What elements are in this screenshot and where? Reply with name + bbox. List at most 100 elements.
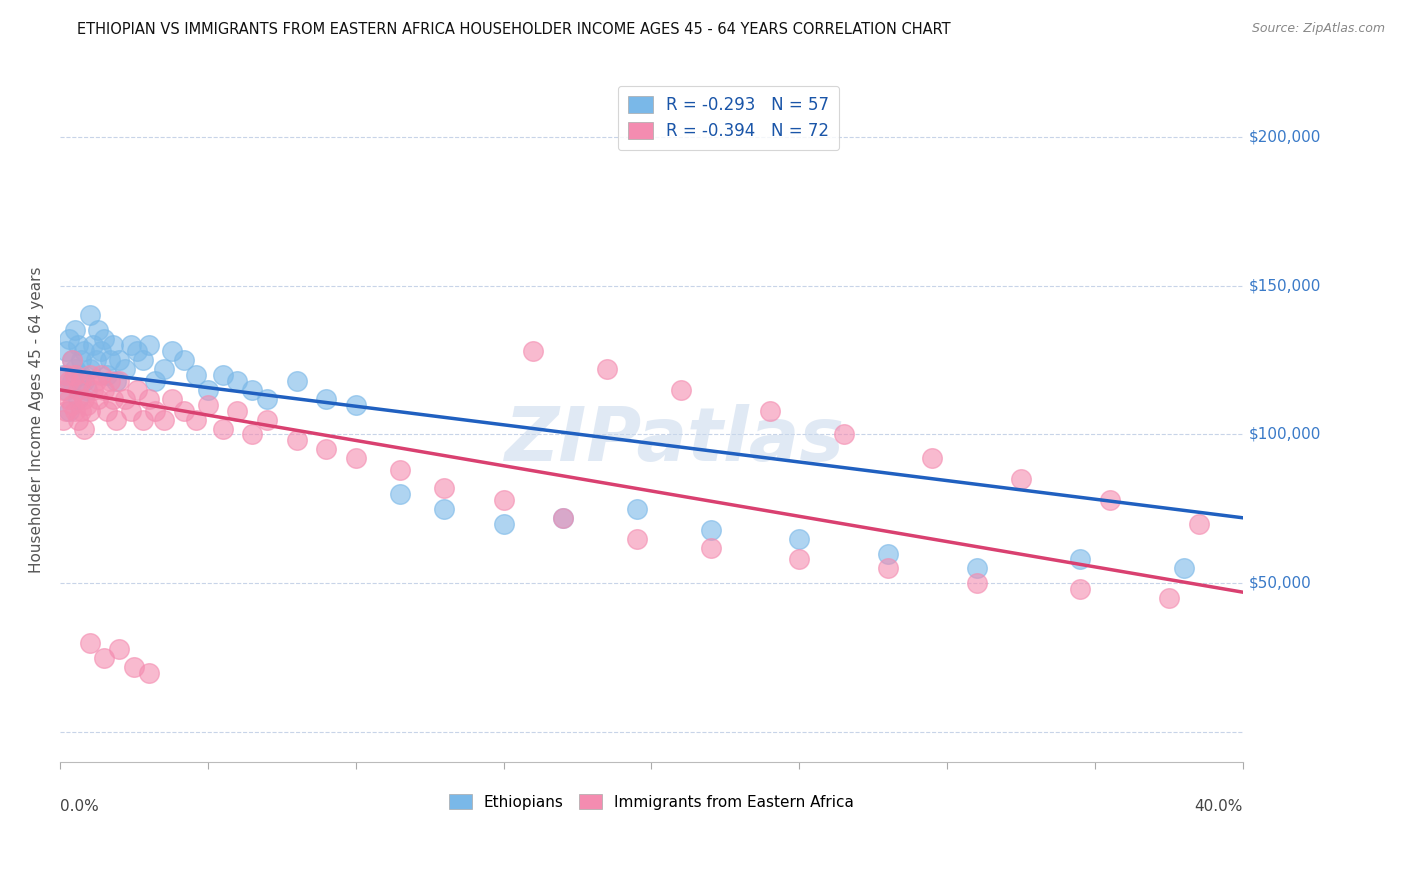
Point xyxy=(758,403,780,417)
Point xyxy=(132,412,155,426)
Point xyxy=(98,353,121,368)
Point xyxy=(55,403,77,417)
Point xyxy=(1069,582,1091,597)
Point xyxy=(240,383,263,397)
Point xyxy=(1187,516,1209,531)
Text: $200,000: $200,000 xyxy=(1249,129,1322,145)
Point xyxy=(787,532,810,546)
Point xyxy=(966,576,988,591)
Point xyxy=(120,338,142,352)
Point xyxy=(240,427,263,442)
Point xyxy=(108,641,131,656)
Text: 40.0%: 40.0% xyxy=(1195,799,1243,814)
Point xyxy=(315,392,337,406)
Point xyxy=(389,487,412,501)
Legend: R = -0.293   N = 57, R = -0.394   N = 72: R = -0.293 N = 57, R = -0.394 N = 72 xyxy=(617,86,839,151)
Point xyxy=(184,368,207,382)
Point xyxy=(173,353,195,368)
Point xyxy=(63,368,86,382)
Point xyxy=(90,344,112,359)
Point xyxy=(138,338,160,352)
Point xyxy=(152,412,174,426)
Point xyxy=(96,368,118,382)
Point xyxy=(211,421,233,435)
Point xyxy=(58,374,80,388)
Point xyxy=(285,374,308,388)
Point xyxy=(98,374,121,388)
Point xyxy=(626,532,648,546)
Point xyxy=(69,403,91,417)
Point xyxy=(1173,561,1195,575)
Point xyxy=(84,374,107,388)
Point xyxy=(1157,591,1180,606)
Point xyxy=(433,481,456,495)
Text: ZIPatlas: ZIPatlas xyxy=(505,404,845,476)
Point xyxy=(82,383,104,397)
Point xyxy=(58,392,80,406)
Point xyxy=(138,665,160,680)
Point xyxy=(197,383,219,397)
Point xyxy=(877,561,900,575)
Point xyxy=(389,463,412,477)
Point xyxy=(162,344,184,359)
Point xyxy=(93,332,115,346)
Point xyxy=(125,344,148,359)
Point xyxy=(79,362,101,376)
Point xyxy=(79,309,101,323)
Point xyxy=(184,412,207,426)
Point xyxy=(52,383,75,397)
Point xyxy=(79,636,101,650)
Point xyxy=(551,510,574,524)
Point xyxy=(108,374,131,388)
Point xyxy=(114,392,136,406)
Text: ETHIOPIAN VS IMMIGRANTS FROM EASTERN AFRICA HOUSEHOLDER INCOME AGES 45 - 64 YEAR: ETHIOPIAN VS IMMIGRANTS FROM EASTERN AFR… xyxy=(77,22,950,37)
Point xyxy=(699,541,721,555)
Point xyxy=(492,492,515,507)
Point xyxy=(256,412,278,426)
Point xyxy=(138,392,160,406)
Point xyxy=(79,403,101,417)
Point xyxy=(921,451,943,466)
Point xyxy=(551,510,574,524)
Point xyxy=(55,368,77,382)
Point xyxy=(73,421,96,435)
Point xyxy=(122,659,145,673)
Point xyxy=(173,403,195,417)
Point xyxy=(66,383,89,397)
Point xyxy=(132,353,155,368)
Point xyxy=(87,392,110,406)
Point xyxy=(69,368,91,382)
Point xyxy=(103,392,125,406)
Point xyxy=(66,412,89,426)
Point xyxy=(66,392,89,406)
Point xyxy=(93,383,115,397)
Point xyxy=(76,398,98,412)
Point xyxy=(877,547,900,561)
Point xyxy=(1010,472,1032,486)
Point xyxy=(226,374,249,388)
Point xyxy=(73,374,96,388)
Point xyxy=(143,374,166,388)
Point xyxy=(69,374,91,388)
Point xyxy=(626,501,648,516)
Point xyxy=(1098,492,1121,507)
Point xyxy=(522,344,544,359)
Point xyxy=(69,353,91,368)
Point xyxy=(152,362,174,376)
Point xyxy=(699,523,721,537)
Point xyxy=(55,344,77,359)
Y-axis label: Householder Income Ages 45 - 64 years: Householder Income Ages 45 - 64 years xyxy=(30,267,44,573)
Point xyxy=(669,383,692,397)
Point xyxy=(143,403,166,417)
Point xyxy=(1069,552,1091,566)
Point xyxy=(120,403,142,417)
Point xyxy=(87,323,110,337)
Text: 0.0%: 0.0% xyxy=(60,799,98,814)
Point xyxy=(315,442,337,457)
Point xyxy=(52,412,75,426)
Point xyxy=(787,552,810,566)
Point xyxy=(60,353,83,368)
Point xyxy=(211,368,233,382)
Point xyxy=(103,338,125,352)
Point xyxy=(63,403,86,417)
